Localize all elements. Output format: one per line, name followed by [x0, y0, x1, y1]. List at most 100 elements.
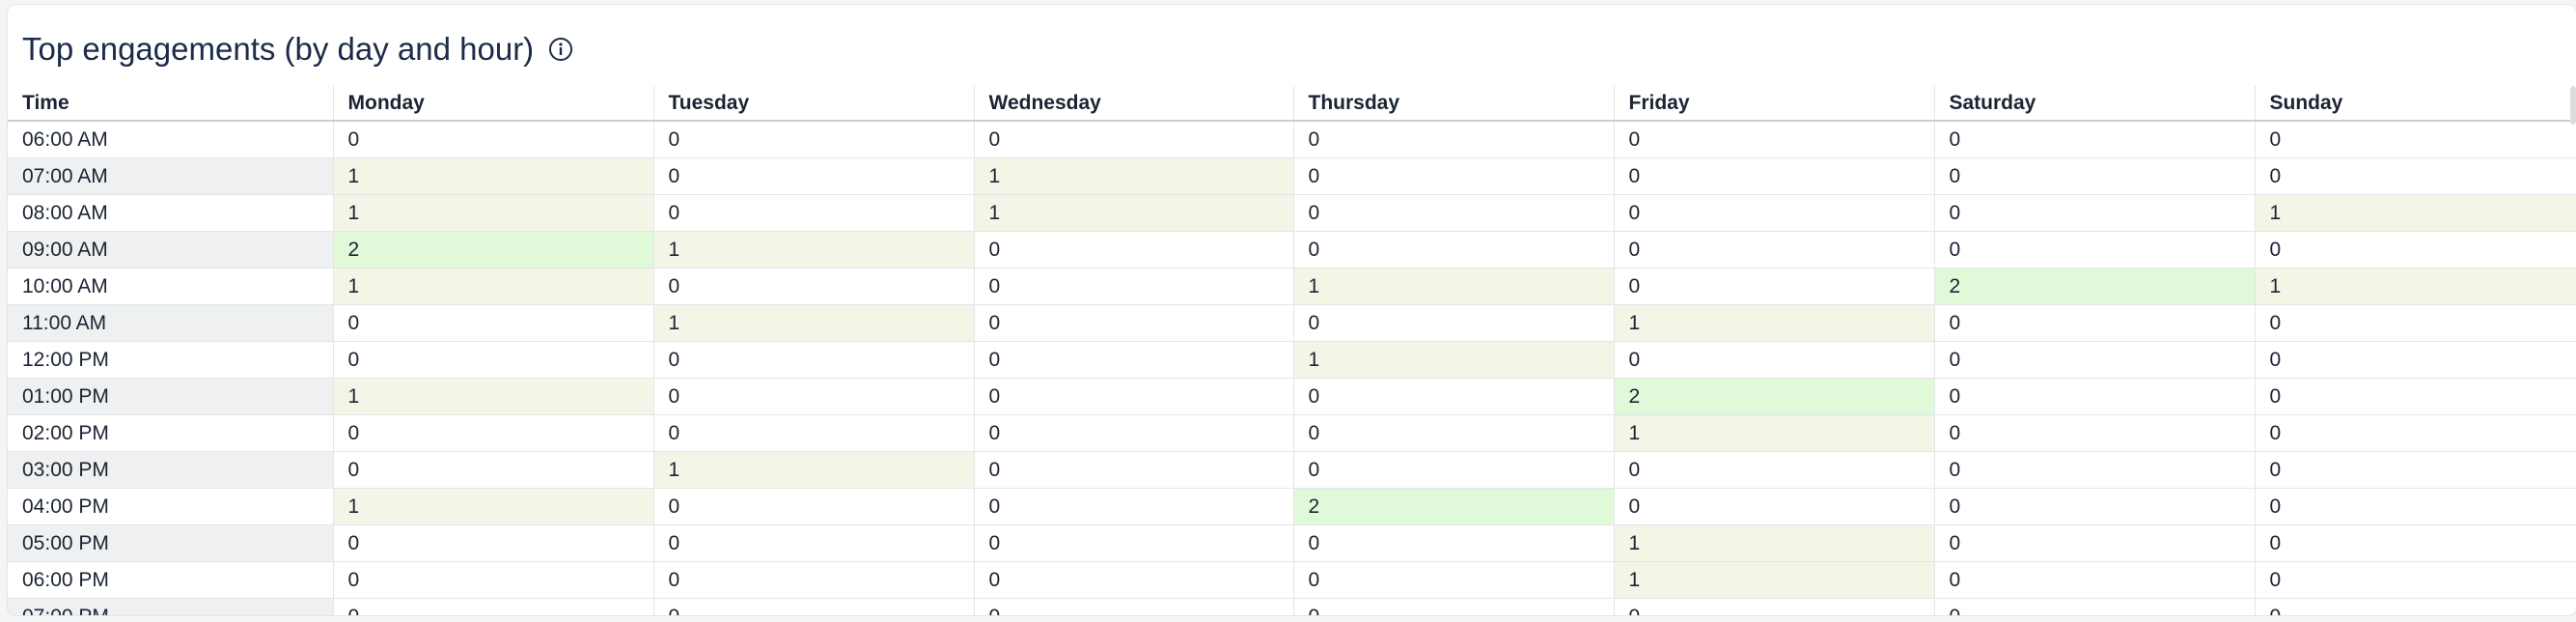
engagement-count-cell: 0: [332, 524, 653, 562]
engagement-count-cell: 0: [1613, 598, 1934, 615]
table-row: 11:00 AM 0 1 0 0 1 0 0: [8, 304, 2576, 342]
column-header-friday[interactable]: Friday: [1613, 86, 1934, 122]
time-cell: 12:00 PM: [8, 341, 333, 379]
engagement-count-cell: 0: [1292, 414, 1614, 452]
column-header-sunday[interactable]: Sunday: [2254, 86, 2576, 122]
engagement-count-cell: 0: [1933, 194, 2255, 232]
engagement-count-cell: 2: [332, 231, 653, 269]
engagement-count-cell: 0: [973, 451, 1293, 489]
engagement-count-cell: 0: [332, 561, 653, 599]
table-row: 06:00 PM 0 0 0 0 1 0 0: [8, 561, 2576, 599]
engagement-count-cell: 0: [1933, 451, 2255, 489]
engagement-count-cell: 0: [332, 598, 653, 615]
engagement-count-cell: 0: [652, 341, 974, 379]
engagement-count-cell: 0: [1933, 414, 2255, 452]
engagement-count-cell: 0: [1933, 524, 2255, 562]
info-circle-icon[interactable]: [547, 36, 574, 63]
engagement-count-cell: 1: [1613, 561, 1934, 599]
engagement-count-cell: 0: [2254, 121, 2576, 158]
time-cell: 07:00 AM: [8, 157, 333, 195]
table-row: 05:00 PM 0 0 0 0 1 0 0: [8, 524, 2576, 562]
engagement-count-cell: 1: [652, 304, 974, 342]
engagement-count-cell: 0: [973, 231, 1293, 269]
table-row: 01:00 PM 1 0 0 0 2 0 0: [8, 378, 2576, 415]
engagement-count-cell: 0: [332, 121, 653, 158]
table-body: 06:00 AM 0 0 0 0 0 0 0 07:00 AM 1 0 1 0 0 0 0 08:00 AM 1 0…: [8, 121, 2576, 615]
engagement-count-cell: 0: [1292, 194, 1614, 232]
column-header-monday[interactable]: Monday: [332, 86, 653, 122]
engagement-count-cell: 0: [652, 598, 974, 615]
column-header-time[interactable]: Time: [8, 86, 333, 122]
engagement-count-cell: 0: [1933, 488, 2255, 525]
engagement-count-cell: 0: [1613, 121, 1934, 158]
table-row: 02:00 PM 0 0 0 0 1 0 0: [8, 414, 2576, 452]
time-cell: 09:00 AM: [8, 231, 333, 269]
engagement-count-cell: 1: [2254, 268, 2576, 305]
engagement-count-cell: 1: [332, 378, 653, 415]
engagement-count-cell: 0: [973, 598, 1293, 615]
engagement-count-cell: 0: [1933, 231, 2255, 269]
column-header-saturday[interactable]: Saturday: [1933, 86, 2255, 122]
engagement-count-cell: 1: [1613, 524, 1934, 562]
time-cell: 10:00 AM: [8, 268, 333, 305]
engagement-count-cell: 0: [1933, 561, 2255, 599]
column-header-thursday[interactable]: Thursday: [1292, 86, 1614, 122]
engagement-count-cell: 0: [1292, 378, 1614, 415]
engagement-count-cell: 2: [1933, 268, 2255, 305]
engagement-count-cell: 0: [973, 488, 1293, 525]
column-header-wednesday[interactable]: Wednesday: [973, 86, 1293, 122]
engagement-count-cell: 0: [2254, 451, 2576, 489]
engagement-count-cell: 0: [973, 378, 1293, 415]
time-cell: 02:00 PM: [8, 414, 333, 452]
engagement-count-cell: 0: [973, 304, 1293, 342]
engagement-count-cell: 0: [332, 341, 653, 379]
table-row: 03:00 PM 0 1 0 0 0 0 0: [8, 451, 2576, 489]
time-cell: 03:00 PM: [8, 451, 333, 489]
engagement-count-cell: 1: [332, 157, 653, 195]
engagement-table: Time Monday Tuesday Wednesday Thursday F…: [8, 86, 2576, 615]
engagement-count-cell: 0: [1933, 121, 2255, 158]
table-row: 04:00 PM 1 0 0 2 0 0 0: [8, 488, 2576, 525]
engagement-count-cell: 0: [1292, 451, 1614, 489]
engagement-count-cell: 0: [652, 268, 974, 305]
time-cell: 11:00 AM: [8, 304, 333, 342]
engagement-count-cell: 0: [2254, 341, 2576, 379]
engagement-count-cell: 0: [332, 304, 653, 342]
engagement-count-cell: 1: [1292, 341, 1614, 379]
engagement-count-cell: 0: [2254, 157, 2576, 195]
table-row: 12:00 PM 0 0 0 1 0 0 0: [8, 341, 2576, 379]
vertical-scrollbar[interactable]: [2570, 86, 2576, 125]
engagement-count-cell: 0: [652, 524, 974, 562]
time-cell: 07:00 PM: [8, 598, 333, 615]
table-row: 07:00 AM 1 0 1 0 0 0 0: [8, 157, 2576, 195]
engagement-count-cell: 0: [973, 414, 1293, 452]
column-header-tuesday[interactable]: Tuesday: [652, 86, 974, 122]
table-header-row: Time Monday Tuesday Wednesday Thursday F…: [8, 86, 2576, 122]
engagement-count-cell: 1: [1613, 414, 1934, 452]
engagement-count-cell: 0: [1933, 341, 2255, 379]
engagement-count-cell: 0: [1292, 304, 1614, 342]
engagement-table-scroll[interactable]: Time Monday Tuesday Wednesday Thursday F…: [8, 86, 2576, 615]
time-cell: 01:00 PM: [8, 378, 333, 415]
engagement-count-cell: 0: [1292, 231, 1614, 269]
table-row: 08:00 AM 1 0 1 0 0 0 1: [8, 194, 2576, 232]
engagement-count-cell: 0: [2254, 524, 2576, 562]
engagement-count-cell: 1: [332, 194, 653, 232]
time-cell: 06:00 PM: [8, 561, 333, 599]
engagement-count-cell: 0: [2254, 488, 2576, 525]
engagement-count-cell: 0: [2254, 414, 2576, 452]
engagement-count-cell: 0: [1613, 488, 1934, 525]
engagement-count-cell: 0: [973, 121, 1293, 158]
time-cell: 06:00 AM: [8, 121, 333, 158]
time-cell: 04:00 PM: [8, 488, 333, 525]
engagement-count-cell: 0: [1613, 231, 1934, 269]
engagement-count-cell: 1: [332, 488, 653, 525]
engagement-count-cell: 0: [652, 157, 974, 195]
table-row: 09:00 AM 2 1 0 0 0 0 0: [8, 231, 2576, 269]
engagement-count-cell: 0: [1613, 451, 1934, 489]
engagement-count-cell: 0: [2254, 378, 2576, 415]
engagement-count-cell: 0: [652, 194, 974, 232]
engagement-count-cell: 0: [1613, 157, 1934, 195]
engagement-count-cell: 1: [652, 231, 974, 269]
engagement-count-cell: 2: [1292, 488, 1614, 525]
